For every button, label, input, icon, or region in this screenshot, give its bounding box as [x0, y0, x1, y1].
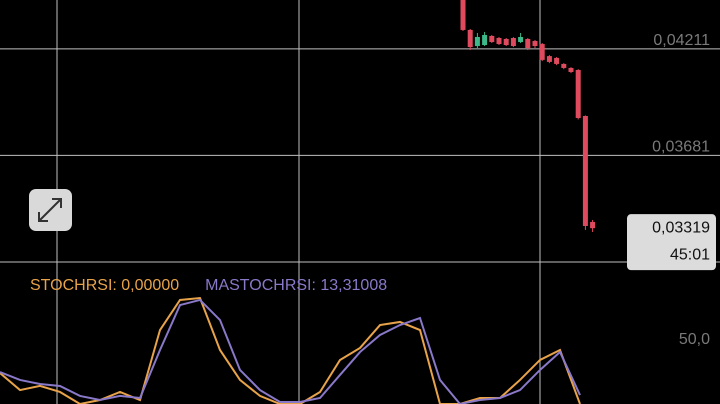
- expand-button[interactable]: [29, 189, 72, 231]
- last-price-label: 0,03319: [652, 219, 710, 236]
- candle-body: [489, 35, 495, 43]
- candle-body: [474, 36, 480, 47]
- candle-body: [575, 69, 581, 119]
- candle-body: [590, 221, 596, 229]
- legend-entry: MASTOCHRSI: 13,31008: [205, 277, 387, 294]
- indicator-panel: 50,0 STOCHRSI: 0,00000 MASTOCHRSI: 13,3100…: [0, 277, 710, 404]
- candle-body: [532, 41, 538, 47]
- candle-body: [561, 63, 567, 68]
- candle-body: [518, 36, 524, 43]
- candle-body: [539, 44, 545, 60]
- candle-body: [482, 34, 488, 46]
- candle-body: [460, 0, 466, 30]
- candle-body: [467, 29, 473, 48]
- countdown-label: 45:01: [670, 246, 710, 263]
- candle-body: [525, 39, 531, 49]
- y-tick-label: 0,03681: [652, 139, 710, 156]
- candle-body: [546, 56, 552, 62]
- candle-body: [510, 37, 516, 47]
- candle-body: [496, 37, 502, 45]
- y-tick-label: 50,0: [679, 331, 710, 348]
- candle-body: [582, 116, 588, 226]
- candle-body: [554, 57, 560, 64]
- indicator-line: [0, 296, 581, 404]
- legend-entry: STOCHRSI: 0,00000: [30, 277, 179, 294]
- y-tick-label: 0,04211: [653, 32, 710, 49]
- indicator-line: [0, 298, 581, 404]
- price-box: [627, 214, 716, 271]
- candle-body: [503, 39, 509, 46]
- candle-body: [568, 67, 574, 72]
- expand-icon: [38, 198, 62, 222]
